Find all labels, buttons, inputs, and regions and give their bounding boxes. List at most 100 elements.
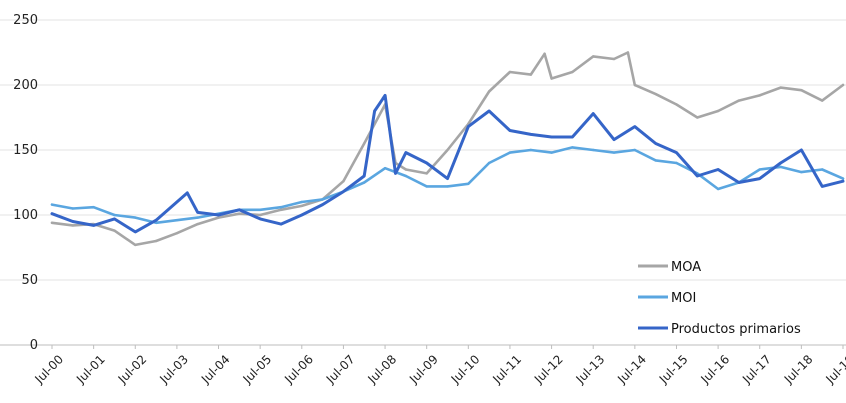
data-point xyxy=(550,151,553,154)
data-point xyxy=(543,52,546,55)
x-tick-label: Jul-05 xyxy=(240,352,275,387)
data-point xyxy=(71,224,75,227)
data-point xyxy=(92,206,95,209)
x-tick-label: Jul-13 xyxy=(573,352,608,387)
data-point xyxy=(633,148,637,152)
data-point xyxy=(508,151,512,154)
data-point xyxy=(841,180,845,183)
data-point xyxy=(820,99,824,102)
data-point xyxy=(446,148,449,152)
data-point xyxy=(258,213,262,217)
data-point xyxy=(425,185,428,188)
data-point xyxy=(217,213,220,217)
data-point xyxy=(134,216,137,219)
data-point xyxy=(487,90,491,93)
data-point xyxy=(300,200,303,204)
data-point xyxy=(113,213,116,217)
data-point xyxy=(342,180,345,183)
data-point xyxy=(841,83,845,87)
data-point xyxy=(175,232,179,235)
x-tick-label: Jul-00 xyxy=(31,352,66,387)
data-point xyxy=(279,222,283,226)
data-point xyxy=(175,219,179,222)
data-point xyxy=(612,151,616,154)
series-lines xyxy=(50,51,845,247)
data-point xyxy=(425,161,428,165)
series-moa xyxy=(50,51,845,247)
y-tick-label: 50 xyxy=(21,273,38,288)
data-point xyxy=(654,159,657,162)
y-tick-label: 100 xyxy=(13,208,38,223)
data-point xyxy=(238,208,241,211)
x-tick-label: Jul-19 xyxy=(822,352,846,387)
data-point xyxy=(820,168,824,171)
data-point xyxy=(508,129,512,132)
data-point xyxy=(758,168,761,171)
x-tick-label: Jul-12 xyxy=(531,352,566,387)
data-point xyxy=(571,146,574,149)
data-point xyxy=(716,109,720,113)
data-point xyxy=(737,99,741,102)
data-point xyxy=(529,148,532,152)
x-axis-ticks: Jul-00 Jul-01 Jul-02 Jul-03 Jul-04 Jul-05 Jul-… xyxy=(31,345,846,387)
data-point xyxy=(238,212,241,215)
data-point xyxy=(186,191,189,195)
series-productos-primarios xyxy=(50,93,845,234)
data-point xyxy=(71,220,75,223)
data-point xyxy=(696,174,699,178)
data-point xyxy=(394,172,397,175)
data-point xyxy=(363,174,366,178)
x-tick-label: Jul-02 xyxy=(115,352,150,387)
data-point xyxy=(404,168,408,171)
x-tick-label: Jul-16 xyxy=(698,352,733,387)
data-point xyxy=(154,219,158,222)
data-point xyxy=(626,51,630,54)
data-point xyxy=(779,165,782,169)
data-point xyxy=(383,167,387,170)
data-point xyxy=(633,83,637,87)
data-point xyxy=(716,187,720,191)
data-point xyxy=(508,70,512,74)
y-tick-label: 150 xyxy=(13,143,38,158)
x-tick-label: Jul-01 xyxy=(73,352,108,387)
data-point xyxy=(758,177,761,180)
data-point xyxy=(342,190,345,193)
data-point xyxy=(404,151,408,154)
data-point xyxy=(258,217,262,221)
data-point xyxy=(571,70,574,74)
data-point xyxy=(654,92,657,96)
gridlines xyxy=(0,19,846,346)
data-point xyxy=(50,203,54,206)
data-point xyxy=(487,109,491,113)
data-point xyxy=(196,211,199,214)
data-point xyxy=(800,170,803,174)
series-line xyxy=(50,93,845,234)
y-tick-label: 200 xyxy=(13,78,38,93)
data-point xyxy=(779,161,782,165)
data-point xyxy=(154,239,158,243)
y-tick-label: 250 xyxy=(13,13,38,28)
data-point xyxy=(841,177,845,180)
data-point xyxy=(612,57,616,61)
x-tick-label: Jul-08 xyxy=(365,352,400,387)
y-tick-label: 0 xyxy=(30,338,38,353)
series-line xyxy=(50,146,845,225)
legend-label: MOA xyxy=(671,260,701,275)
data-point xyxy=(373,109,376,113)
data-point xyxy=(196,222,199,226)
x-tick-label: Jul-06 xyxy=(281,352,316,387)
data-point xyxy=(279,208,283,211)
data-point xyxy=(425,172,428,175)
data-point xyxy=(758,94,761,97)
data-point xyxy=(363,181,366,184)
legend-label: MOI xyxy=(671,291,696,306)
data-point xyxy=(113,229,116,232)
legend-label: Productos primarios xyxy=(671,322,801,337)
data-point xyxy=(446,185,449,188)
data-point xyxy=(800,89,803,92)
data-point xyxy=(321,203,324,206)
data-point xyxy=(675,103,678,106)
data-point xyxy=(800,148,803,152)
series-line xyxy=(50,51,845,247)
